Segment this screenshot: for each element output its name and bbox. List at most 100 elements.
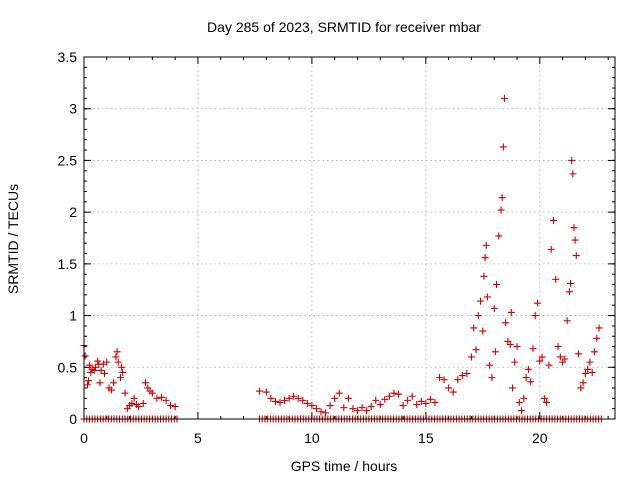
data-point bbox=[547, 245, 555, 253]
data-point bbox=[385, 392, 393, 400]
y-axis-title: SRMTID / TECUs bbox=[5, 184, 21, 294]
data-point bbox=[507, 308, 515, 316]
data-point bbox=[376, 401, 384, 409]
data-point bbox=[569, 170, 577, 178]
data-point bbox=[490, 304, 498, 312]
data-point bbox=[335, 389, 343, 397]
data-point bbox=[492, 281, 500, 289]
data-point bbox=[458, 372, 466, 380]
data-point bbox=[422, 399, 430, 407]
data-point bbox=[524, 365, 532, 373]
data-point bbox=[381, 395, 389, 403]
data-point bbox=[536, 357, 544, 365]
data-point bbox=[520, 394, 528, 402]
data-point bbox=[474, 312, 482, 320]
data-point bbox=[482, 241, 490, 249]
data-point bbox=[299, 396, 307, 404]
data-point bbox=[94, 357, 102, 365]
data-point bbox=[390, 389, 398, 397]
data-point bbox=[538, 353, 546, 361]
data-point bbox=[479, 327, 487, 335]
data-point bbox=[312, 405, 320, 413]
data-point bbox=[549, 216, 557, 224]
data-point bbox=[472, 346, 480, 354]
data-point bbox=[529, 345, 537, 353]
data-point bbox=[281, 396, 289, 404]
data-point bbox=[570, 224, 578, 232]
data-point bbox=[561, 355, 569, 363]
x-tick-label: 15 bbox=[418, 430, 434, 446]
data-point bbox=[86, 361, 94, 369]
data-point bbox=[394, 390, 402, 398]
data-point bbox=[552, 275, 560, 283]
data-point bbox=[167, 402, 175, 410]
data-point bbox=[110, 379, 118, 387]
data-point bbox=[540, 394, 548, 402]
data-point bbox=[508, 384, 516, 392]
data-point bbox=[454, 376, 462, 384]
data-point bbox=[506, 341, 514, 349]
plot-frame bbox=[83, 56, 616, 420]
data-point bbox=[499, 143, 507, 151]
data-point bbox=[527, 378, 535, 386]
data-point bbox=[276, 398, 284, 406]
data-point bbox=[148, 389, 156, 397]
chart-title: Day 285 of 2023, SRMTID for receiver mba… bbox=[207, 19, 481, 35]
data-point bbox=[513, 343, 521, 351]
data-point bbox=[480, 272, 488, 280]
data-point bbox=[595, 324, 603, 332]
y-tick-label: 2.5 bbox=[58, 152, 78, 168]
data-point bbox=[157, 393, 165, 401]
data-point bbox=[584, 365, 592, 373]
data-point bbox=[303, 399, 311, 407]
data-point bbox=[571, 236, 579, 244]
data-point bbox=[590, 348, 598, 356]
data-point bbox=[85, 377, 93, 385]
data-point bbox=[567, 280, 575, 288]
x-tick-label: 0 bbox=[80, 430, 88, 446]
data-point bbox=[97, 366, 105, 374]
x-tick-label: 5 bbox=[194, 430, 202, 446]
data-point bbox=[317, 408, 325, 416]
data-point bbox=[331, 394, 339, 402]
data-point bbox=[554, 343, 562, 351]
data-point bbox=[477, 297, 485, 305]
data-point bbox=[483, 293, 491, 301]
data-point bbox=[142, 379, 150, 387]
data-point bbox=[90, 366, 98, 374]
data-point bbox=[577, 384, 585, 392]
data-point bbox=[326, 402, 334, 410]
data-point bbox=[255, 387, 263, 395]
axis-ticks: 0 0.5 1 1.5 2 2.5 3 3.5 0 5 10 15 20 bbox=[58, 49, 615, 446]
data-point bbox=[522, 374, 530, 382]
data-point bbox=[128, 399, 136, 407]
data-point bbox=[404, 396, 412, 404]
data-point bbox=[171, 403, 179, 411]
data-point bbox=[417, 397, 425, 405]
data-point bbox=[543, 398, 551, 406]
data-point bbox=[96, 379, 104, 387]
data-point bbox=[497, 206, 505, 214]
data-point bbox=[294, 394, 302, 402]
y-tick-label: 0.5 bbox=[58, 359, 78, 375]
y-tick-label: 3 bbox=[69, 101, 77, 117]
data-point bbox=[349, 405, 357, 413]
y-tick-label: 1 bbox=[69, 308, 77, 324]
data-point bbox=[463, 369, 471, 377]
data-point bbox=[308, 402, 316, 410]
data-point bbox=[467, 353, 475, 361]
y-tick-label: 0 bbox=[69, 411, 77, 427]
data-point bbox=[367, 403, 375, 411]
data-point bbox=[130, 394, 138, 402]
data-point bbox=[500, 94, 508, 102]
data-point bbox=[113, 348, 121, 356]
data-point bbox=[153, 394, 161, 402]
data-point bbox=[556, 353, 564, 361]
data-point bbox=[271, 397, 279, 405]
data-point bbox=[353, 407, 361, 415]
data-point bbox=[495, 232, 503, 240]
data-point bbox=[107, 386, 115, 394]
data-point bbox=[572, 252, 580, 260]
